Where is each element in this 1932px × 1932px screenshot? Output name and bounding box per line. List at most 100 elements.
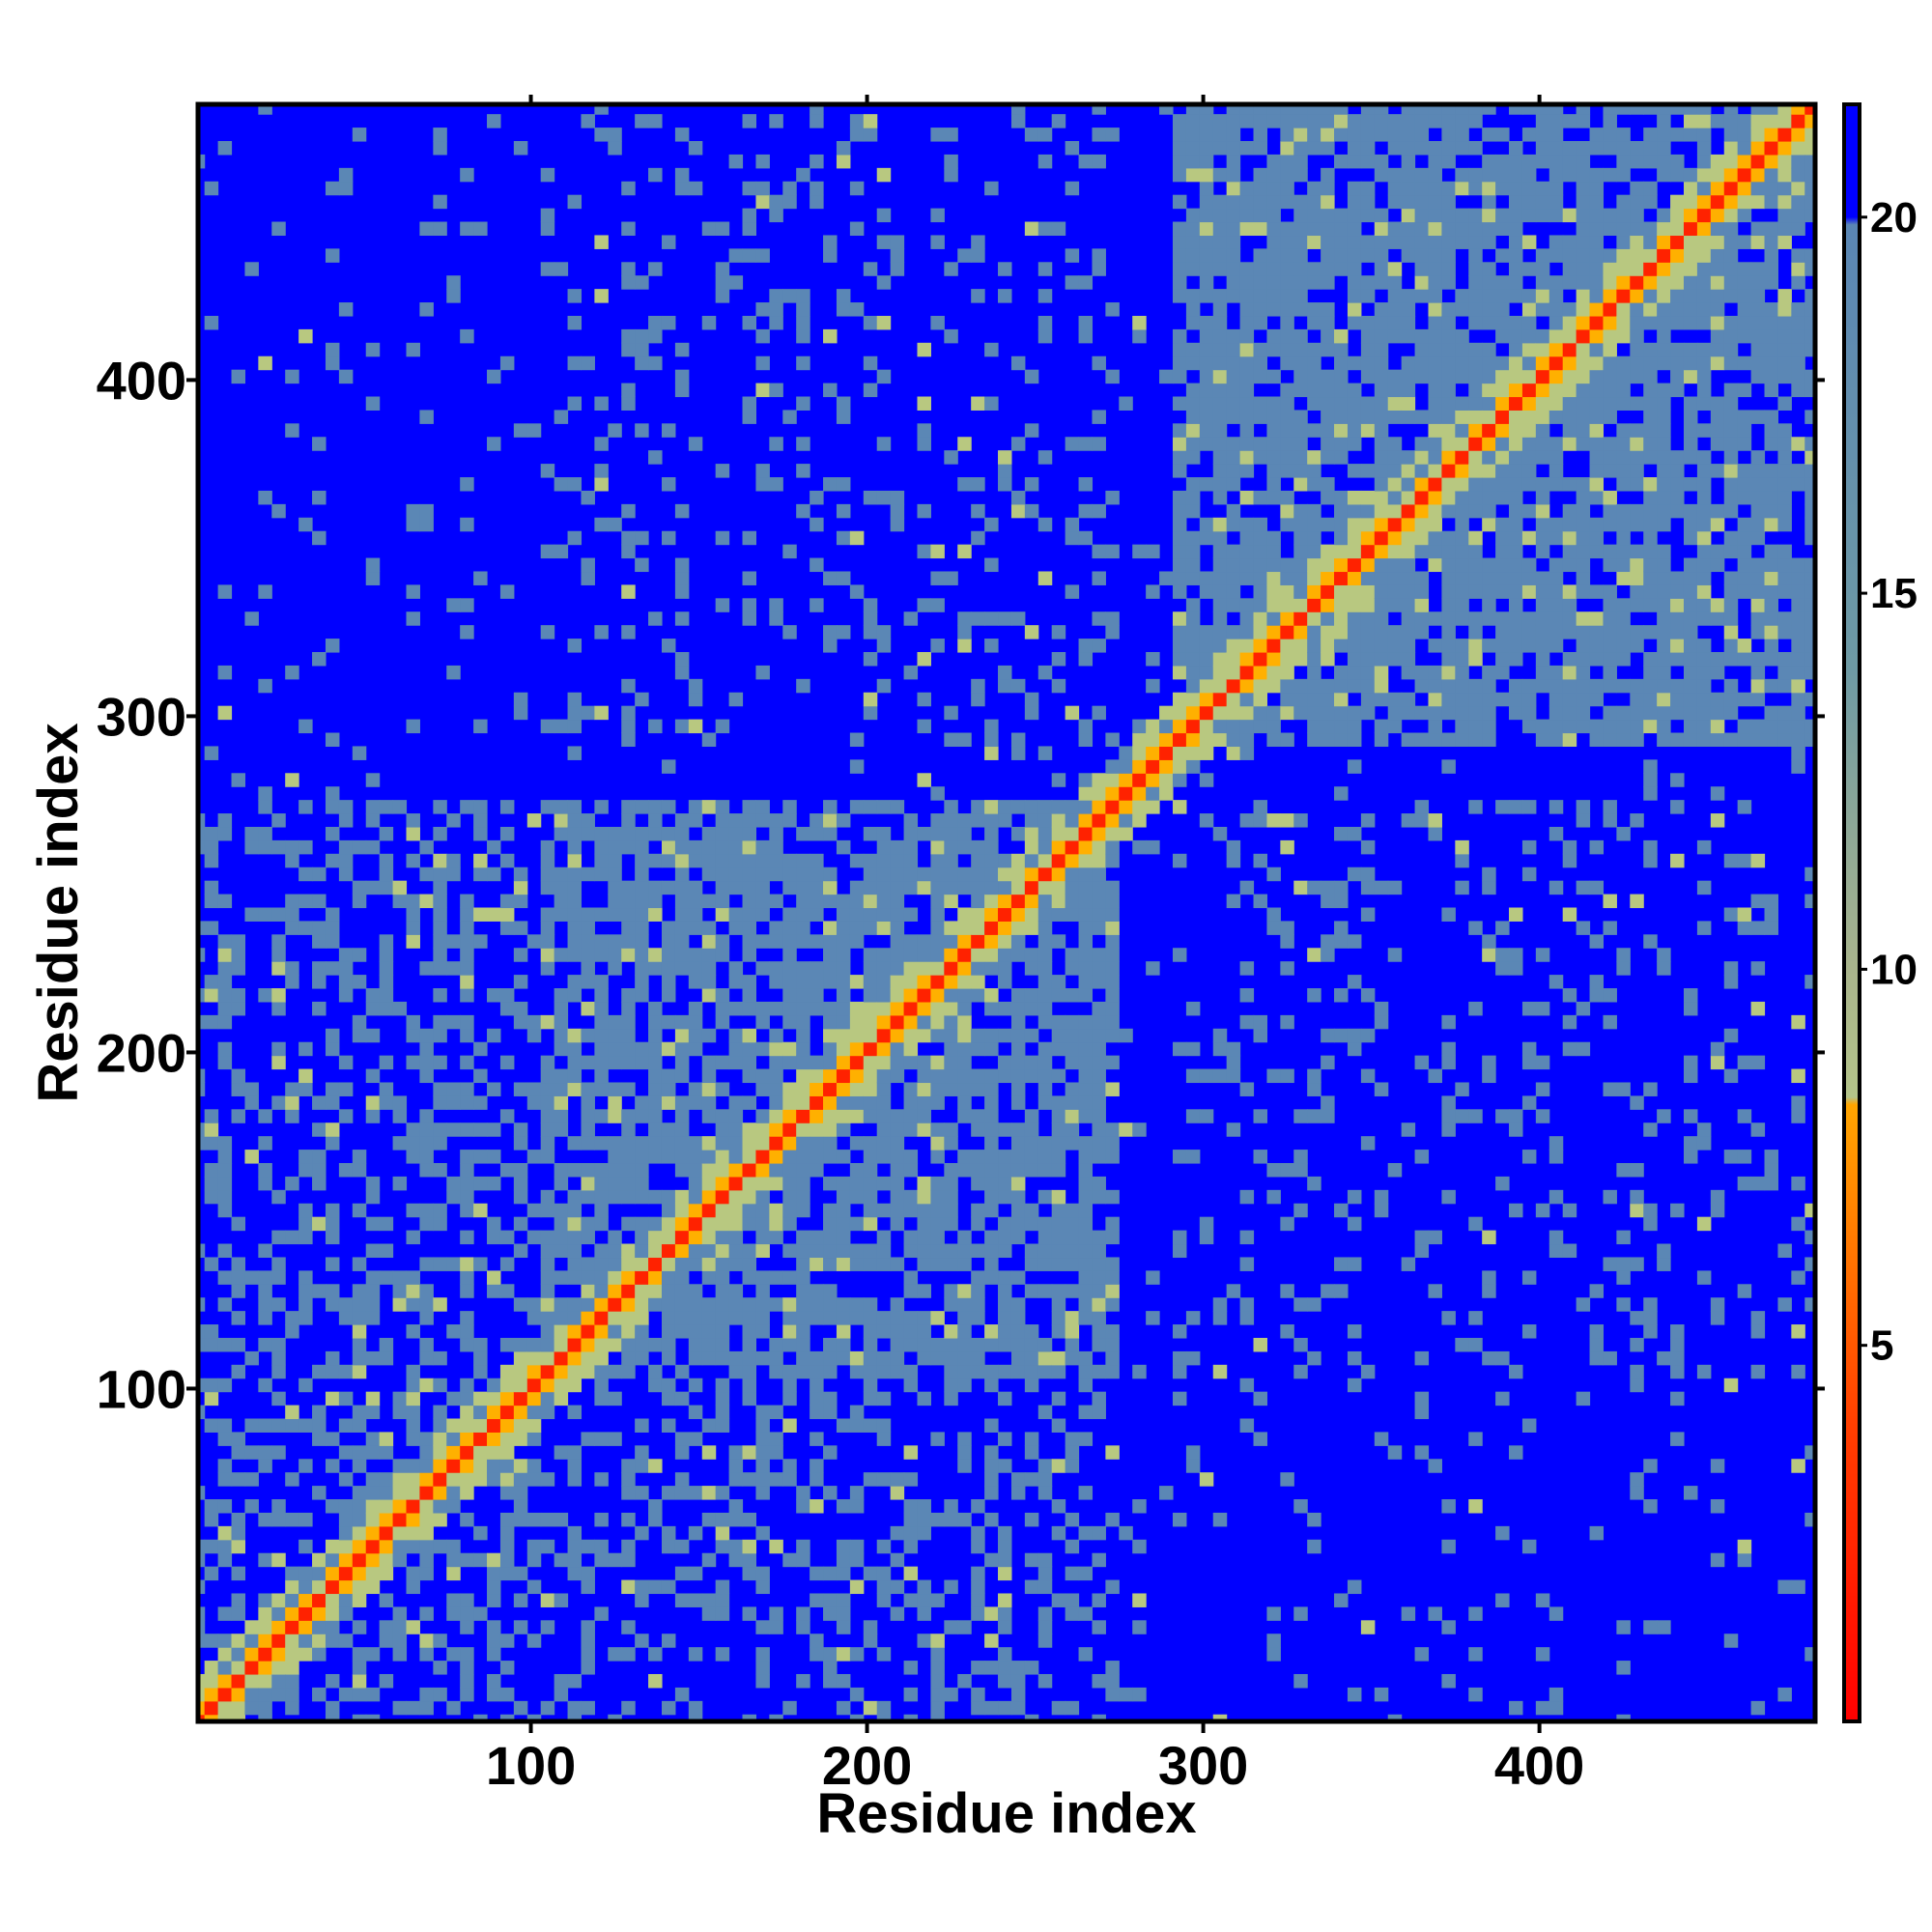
heatmap-cell: [1495, 383, 1510, 398]
heatmap-cell: [1212, 826, 1228, 841]
heatmap-cell: [715, 1162, 730, 1178]
heatmap-cell: [1509, 490, 1523, 505]
heatmap-cell: [1509, 692, 1523, 707]
heatmap-cell: [365, 396, 381, 411]
heatmap-cell: [957, 1095, 972, 1110]
heatmap-cell: [1092, 800, 1106, 814]
heatmap-cell: [728, 1297, 744, 1312]
heatmap-cell: [782, 1136, 797, 1151]
heatmap-cell: [1010, 1472, 1026, 1487]
heatmap-cell: [1548, 1700, 1564, 1716]
heatmap-cell: [1428, 678, 1442, 694]
heatmap-cell: [198, 1634, 206, 1648]
heatmap-cell: [621, 544, 636, 559]
heatmap-cell: [1576, 104, 1591, 115]
heatmap-cell: [1603, 302, 1617, 317]
heatmap-cell: [1603, 921, 1617, 935]
heatmap-cell: [487, 369, 501, 384]
heatmap-cell: [1253, 853, 1268, 868]
heatmap-cell: [1037, 1136, 1053, 1151]
heatmap-cell: [554, 1350, 569, 1366]
heatmap-cell: [540, 880, 555, 895]
heatmap-cell: [1468, 262, 1483, 276]
heatmap-cell: [810, 826, 824, 841]
heatmap-cell: [1482, 571, 1496, 585]
heatmap-cell: [917, 1324, 931, 1339]
heatmap-cell: [1414, 1150, 1430, 1164]
heatmap-cell: [1293, 328, 1308, 344]
heatmap-cell: [836, 921, 851, 935]
heatmap-cell: [769, 208, 783, 223]
heatmap-cell: [1199, 1216, 1214, 1232]
heatmap-cell: [674, 584, 690, 599]
heatmap-cell: [392, 1486, 408, 1500]
heatmap-cell: [1562, 1041, 1577, 1057]
heatmap-cell: [1105, 1055, 1120, 1070]
heatmap-cell: [648, 262, 663, 276]
heatmap-cell: [1253, 639, 1268, 653]
heatmap-cell: [271, 1647, 286, 1662]
heatmap-cell: [701, 934, 717, 949]
heatmap-cell: [1495, 1391, 1510, 1406]
heatmap-cell: [863, 705, 878, 721]
heatmap-cell: [1280, 289, 1294, 303]
heatmap-cell: [944, 988, 958, 1003]
heatmap-cell: [298, 1162, 313, 1178]
heatmap-cell: [930, 948, 945, 962]
heatmap-cell: [796, 1673, 810, 1689]
heatmap-cell: [1603, 651, 1617, 667]
heatmap-cell: [325, 732, 340, 748]
heatmap-cell: [1576, 544, 1591, 559]
heatmap-cell: [1307, 369, 1321, 384]
heatmap-cell: [863, 1095, 878, 1110]
heatmap-cell: [863, 1028, 878, 1043]
heatmap-cell: [1603, 517, 1617, 532]
heatmap-cell: [1321, 625, 1335, 639]
heatmap-cell: [1010, 934, 1026, 949]
heatmap-cell: [1414, 410, 1430, 424]
heatmap-cell: [1024, 961, 1039, 976]
heatmap-cell: [594, 867, 609, 882]
heatmap-cell: [1387, 410, 1403, 424]
heatmap-cell: [1387, 625, 1403, 639]
heatmap-cell: [446, 289, 461, 303]
heatmap-cell: [554, 1243, 569, 1259]
heatmap-cell: [1643, 773, 1658, 787]
heatmap-cell: [903, 1014, 919, 1030]
heatmap-cell: [701, 1350, 717, 1366]
heatmap-cell: [728, 1472, 744, 1487]
heatmap-cell: [1576, 921, 1591, 935]
heatmap-cell: [567, 894, 582, 909]
heatmap-cell: [406, 934, 420, 949]
heatmap-cell: [715, 800, 730, 814]
heatmap-cell: [728, 1001, 744, 1016]
heatmap-cell: [890, 1136, 905, 1151]
heatmap-cell: [1293, 1337, 1308, 1352]
heatmap-cell: [231, 988, 246, 1003]
heatmap-cell: [661, 1700, 676, 1716]
heatmap-cell: [1010, 1162, 1026, 1178]
heatmap-cell: [944, 1068, 958, 1084]
heatmap-cell: [1037, 1216, 1053, 1232]
heatmap-cell: [971, 1566, 985, 1581]
heatmap-cell: [1105, 759, 1120, 774]
heatmap-cell: [1589, 289, 1605, 303]
heatmap-cell: [1455, 678, 1469, 694]
heatmap-cell: [1414, 128, 1430, 142]
heatmap-cell: [487, 1230, 501, 1245]
heatmap-cell: [1630, 140, 1644, 156]
heatmap-cell: [782, 1700, 797, 1716]
heatmap-cell: [1146, 961, 1160, 976]
heatmap-cell: [433, 1418, 447, 1433]
heatmap-cell: [1509, 208, 1523, 223]
heatmap-cell: [648, 167, 663, 183]
heatmap-cell: [688, 1243, 703, 1259]
heatmap-cell: [1212, 114, 1228, 128]
heatmap-cell: [1468, 651, 1483, 667]
heatmap-cell: [513, 880, 528, 895]
heatmap-cell: [742, 921, 757, 935]
heatmap-cell: [1589, 235, 1605, 249]
heatmap-cell: [998, 262, 1012, 276]
heatmap-cell: [460, 167, 474, 183]
heatmap-cell: [1239, 705, 1255, 721]
